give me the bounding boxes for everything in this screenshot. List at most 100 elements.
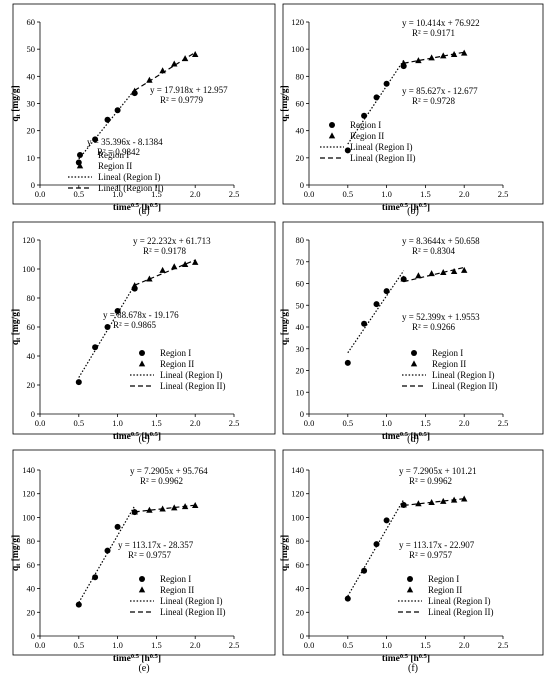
- x-tick-label: 2.0: [459, 640, 470, 650]
- x-tick-label: 1.5: [420, 189, 431, 199]
- y-tick-label: 120: [291, 17, 304, 27]
- data-point-region-1: [361, 320, 368, 327]
- panel-label: (b): [407, 206, 419, 217]
- equation-label: y = 52.399x + 1.9553: [402, 312, 480, 322]
- data-point-region-2: [131, 508, 138, 515]
- equation-label: y = 10.414x + 76.922: [402, 18, 480, 28]
- y-axis-title: qt [mg/g]: [11, 309, 22, 345]
- x-tick-label: 0.5: [73, 189, 84, 199]
- data-point-region-2: [415, 500, 422, 507]
- x-tick-label: 0.0: [304, 418, 315, 428]
- legend-label: Region II: [98, 161, 132, 171]
- x-axis-title: time0.5 [h0.5]: [382, 431, 430, 442]
- legend-label: Region II: [428, 585, 462, 595]
- x-tick-label: 2.0: [459, 189, 470, 199]
- legend-label: Lineal (Region I): [160, 370, 222, 380]
- data-point-region-2: [181, 503, 189, 510]
- chart-panel-f: 0.0 0.5 1.0 1.5 2.0 2.5 0 20 40 60 80 100 120 140 time…: [280, 449, 544, 674]
- legend-label: Region II: [160, 359, 194, 369]
- data-point-region-2: [181, 55, 189, 62]
- y-axis-title: qt [mg/g]: [280, 535, 291, 571]
- data-point-region-2: [131, 282, 138, 289]
- r-squared-label: R² = 0.9266: [412, 322, 456, 332]
- y-tick-label: 60: [296, 560, 305, 570]
- data-point-region-1: [92, 344, 99, 351]
- data-point-region-2: [146, 76, 153, 83]
- r-squared-label: R² = 0.9842: [97, 147, 140, 157]
- y-tick-label: 80: [27, 536, 36, 546]
- data-point-region-2: [450, 51, 458, 57]
- y-tick-label: 40: [27, 71, 36, 81]
- equation-label: y = 7.2905x + 101.21: [399, 466, 477, 476]
- y-axis-title: qt [mg/g]: [11, 85, 22, 121]
- data-point-region-2: [192, 51, 199, 57]
- y-tick-label: 40: [296, 322, 305, 332]
- y-tick-label: 20: [296, 366, 305, 376]
- data-point-region-1: [373, 541, 380, 548]
- chart-panel-c: 0.0 0.5 1.0 1.5 2.0 2.5 0 20 40 60 80 100 120 time0.5…: [11, 221, 276, 445]
- y-tick-label: 80: [296, 235, 305, 245]
- legend-label: Region I: [350, 120, 381, 130]
- r-squared-label: R² = 0.9171: [412, 28, 455, 38]
- x-tick-label: 2.0: [190, 640, 201, 650]
- r-squared-label: R² = 0.9865: [113, 320, 157, 330]
- data-point-region-1: [104, 547, 111, 554]
- legend-label: Region I: [98, 150, 129, 160]
- data-point-region-2: [428, 54, 435, 61]
- data-point-region-2: [450, 496, 458, 503]
- r-squared-label: R² = 0.9757: [128, 550, 172, 560]
- data-point-region-2: [146, 275, 153, 282]
- data-point-region-1: [114, 523, 121, 530]
- legend-marker-circle: [411, 350, 417, 356]
- y-tick-label: 80: [296, 71, 305, 81]
- data-point-region-1: [104, 116, 111, 123]
- panel-label: (c): [138, 434, 149, 445]
- panel-label: (f): [408, 663, 418, 674]
- y-tick-label: 40: [296, 584, 305, 594]
- data-point-region-2: [461, 49, 468, 56]
- x-tick-label: 0.0: [304, 640, 315, 650]
- data-point-region-2: [440, 269, 447, 276]
- x-tick-label: 2.5: [498, 640, 509, 650]
- legend-label: Lineal (Region I): [98, 172, 160, 182]
- legend-label: Lineal (Region II): [98, 183, 163, 193]
- legend-label: Region I: [428, 574, 459, 584]
- y-tick-label: 120: [291, 489, 304, 499]
- x-axis-title: time0.5 [h0.5]: [113, 653, 161, 664]
- r-squared-label: R² = 0.8304: [412, 246, 456, 256]
- r-squared-label: R² = 0.9757: [409, 550, 453, 560]
- x-tick-label: 1.0: [112, 189, 123, 199]
- y-tick-label: 20: [27, 607, 36, 617]
- x-tick-label: 2.5: [498, 418, 509, 428]
- data-point-region-1: [92, 574, 99, 581]
- x-tick-label: 2.5: [498, 189, 509, 199]
- equation-label: y = 88.678x - 19.176: [103, 310, 179, 320]
- legend-marker-triangle: [76, 162, 84, 169]
- x-tick-label: 1.5: [420, 418, 431, 428]
- y-tick-label: 20: [296, 607, 305, 617]
- panel-frame: [282, 3, 544, 205]
- x-tick-label: 0.0: [35, 640, 46, 650]
- equation-label: y = 35.396x - 8.1384: [87, 137, 163, 147]
- legend-marker-circle: [407, 576, 413, 582]
- data-point-region-1: [114, 107, 121, 114]
- data-point-region-1: [383, 288, 390, 295]
- data-point-region-2: [428, 270, 435, 277]
- y-tick-label: 140: [291, 465, 304, 475]
- x-tick-label: 0.0: [35, 418, 46, 428]
- y-tick-label: 50: [296, 300, 305, 310]
- data-point-region-1: [383, 80, 390, 87]
- y-tick-label: 80: [296, 536, 305, 546]
- y-tick-label: 100: [291, 512, 304, 522]
- data-point-region-1: [344, 359, 351, 366]
- data-point-region-2: [159, 505, 166, 512]
- x-tick-label: 0.5: [342, 640, 353, 650]
- y-tick-label: 0: [300, 409, 304, 419]
- y-tick-label: 120: [22, 489, 35, 499]
- y-tick-label: 10: [27, 153, 36, 163]
- fit-line-region-1: [347, 270, 405, 354]
- data-point-region-2: [192, 258, 199, 265]
- x-tick-label: 2.0: [459, 418, 470, 428]
